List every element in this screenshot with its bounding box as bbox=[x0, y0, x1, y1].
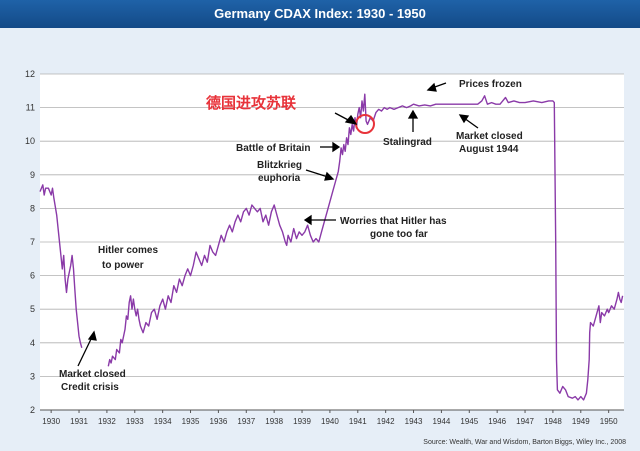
arrowhead-invasion bbox=[344, 114, 358, 125]
annotation-gone-too-far: gone too far bbox=[370, 229, 428, 240]
annotation-invasion-label: 德国进攻苏联 bbox=[206, 94, 297, 112]
annotation-hitler-comes: Hitler comes bbox=[98, 245, 158, 256]
arrowhead-worries bbox=[303, 214, 312, 226]
annotation-worries: Worries that Hitler has bbox=[340, 216, 447, 227]
y-tick-label: 5 bbox=[30, 304, 35, 314]
x-tick-label: 1931 bbox=[70, 417, 88, 426]
annotation-market-closed-1931: Market closed bbox=[59, 369, 126, 380]
y-axis-ticks: 2 3 4 5 6 7 8 9 10 11 12 bbox=[25, 69, 35, 415]
arrowhead-market-closed-1944 bbox=[458, 114, 470, 124]
x-tick-label: 1945 bbox=[460, 417, 478, 426]
y-tick-label: 6 bbox=[30, 271, 35, 281]
annotation-stalingrad: Stalingrad bbox=[383, 137, 432, 148]
y-tick-label: 12 bbox=[25, 69, 35, 79]
y-tick-label: 10 bbox=[25, 136, 35, 146]
x-tick-label: 1937 bbox=[237, 417, 255, 426]
x-tick-label: 1939 bbox=[293, 417, 311, 426]
annotation-to-power: to power bbox=[102, 260, 144, 271]
x-tick-label: 1942 bbox=[377, 417, 395, 426]
annotation-blitzkrieg: Blitzkrieg bbox=[257, 160, 302, 171]
annotation-august-1944: August 1944 bbox=[459, 144, 519, 155]
x-tick-label: 1938 bbox=[265, 417, 283, 426]
x-tick-label: 1950 bbox=[600, 417, 618, 426]
y-tick-label: 3 bbox=[30, 371, 35, 381]
arrowhead-battle-of-britain bbox=[332, 141, 341, 153]
y-tick-label: 2 bbox=[30, 405, 35, 415]
x-tick-label: 1930 bbox=[42, 417, 60, 426]
arrow-market-closed-1931 bbox=[77, 336, 93, 367]
arrowhead-blitzkrieg bbox=[324, 171, 335, 181]
y-tick-label: 4 bbox=[30, 338, 35, 348]
arrow-blitzkrieg bbox=[305, 169, 329, 178]
x-tick-label: 1932 bbox=[98, 417, 116, 426]
x-tick-label: 1934 bbox=[154, 417, 172, 426]
annotation-prices-frozen: Prices frozen bbox=[459, 79, 522, 90]
source-note: Source: Wealth, War and Wisdom, Barton B… bbox=[423, 439, 626, 446]
x-tick-label: 1948 bbox=[544, 417, 562, 426]
chart-title-banner: Germany CDAX Index: 1930 - 1950 bbox=[0, 0, 640, 28]
y-tick-label: 11 bbox=[26, 103, 35, 113]
annotation-market-closed-1944: Market closed bbox=[456, 131, 523, 142]
y-tick-label: 9 bbox=[30, 170, 35, 180]
annotation-blitzkrieg-euphoria: euphoria bbox=[258, 173, 301, 184]
x-tick-label: 1940 bbox=[321, 417, 339, 426]
arrowhead-prices-frozen bbox=[426, 82, 437, 92]
x-tick-label: 1935 bbox=[182, 417, 200, 426]
annotation-arrows bbox=[77, 82, 479, 367]
x-tick-label: 1944 bbox=[433, 417, 451, 426]
x-tick-label: 1933 bbox=[126, 417, 144, 426]
x-tick-label: 1947 bbox=[516, 417, 534, 426]
x-tick-label: 1946 bbox=[488, 417, 506, 426]
arrowhead-market-closed-1931 bbox=[87, 330, 97, 341]
annotation-battle-of-britain: Battle of Britain bbox=[236, 143, 310, 154]
y-tick-label: 8 bbox=[30, 203, 35, 213]
grid-lines bbox=[40, 73, 624, 411]
x-axis-ticks: 1930 1931 1932 1933 1934 1935 1936 1937 1938 1939… bbox=[42, 410, 618, 426]
annotations: 德国进攻苏联 Prices frozen Stalingrad Battle o… bbox=[59, 79, 523, 393]
x-tick-label: 1943 bbox=[405, 417, 423, 426]
y-tick-label: 7 bbox=[30, 237, 35, 247]
arrowhead-stalingrad bbox=[407, 109, 419, 119]
annotation-credit-crisis: Credit crisis bbox=[61, 382, 119, 393]
x-tick-label: 1936 bbox=[210, 417, 228, 426]
x-tick-label: 1941 bbox=[349, 417, 367, 426]
x-tick-label: 1949 bbox=[572, 417, 590, 426]
series-line-cdax bbox=[39, 93, 624, 401]
